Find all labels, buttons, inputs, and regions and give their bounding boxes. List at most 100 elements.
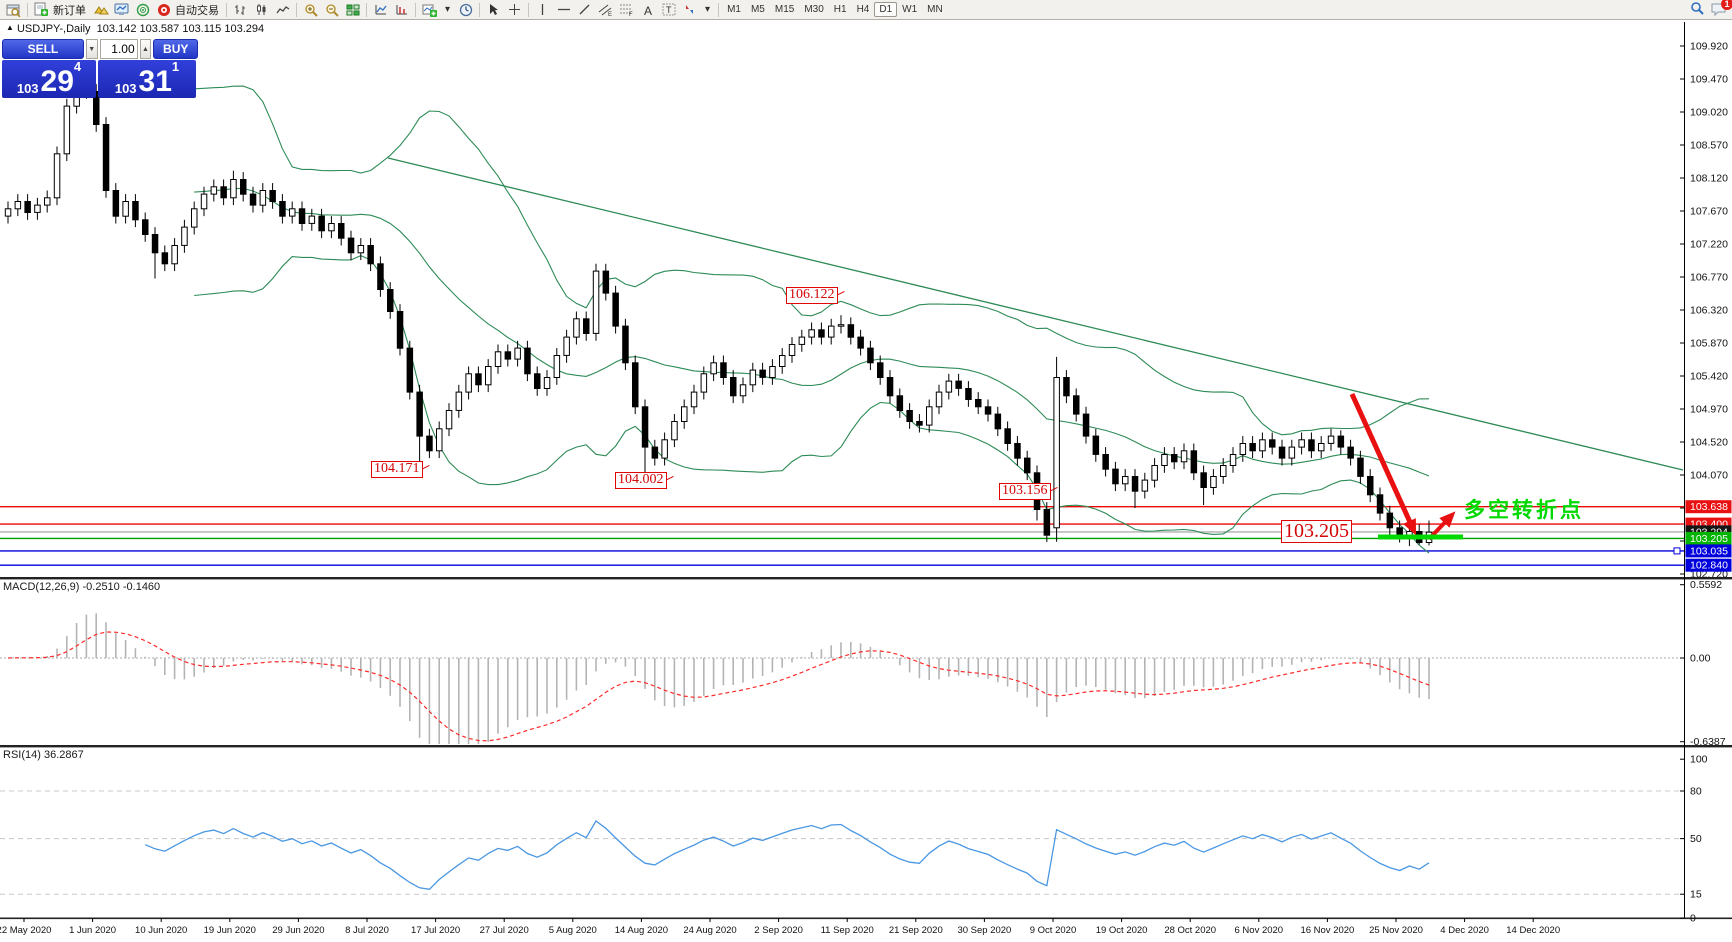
text-icon[interactable]: A (637, 1, 658, 18)
buy-price-main: 31 (138, 65, 172, 98)
svg-text:8 Jul 2020: 8 Jul 2020 (345, 925, 389, 936)
svg-text:25 Nov 2020: 25 Nov 2020 (1369, 925, 1423, 936)
price-flag[interactable]: 104.002 (615, 472, 667, 489)
svg-text:T: T (666, 5, 672, 15)
svg-text:108.120: 108.120 (1690, 173, 1728, 185)
buy-price-pip: 1 (171, 59, 180, 74)
timeframe-m1[interactable]: M1 (727, 4, 741, 15)
vertical-line-icon[interactable] (532, 1, 553, 18)
timeframe-m15[interactable]: M15 (774, 4, 795, 15)
chart-region[interactable]: 109.920 109.470 109.020 108.570 108.120 107.6… (0, 20, 1732, 942)
price-flag[interactable]: 106.122 (786, 287, 838, 304)
indicators-list-icon[interactable] (370, 1, 391, 18)
clock-icon[interactable] (455, 1, 476, 18)
svg-text:0.5592: 0.5592 (1690, 579, 1722, 591)
arrows-tool-icon[interactable] (679, 1, 700, 18)
sell-button[interactable]: SELL (2, 39, 84, 59)
periods-icon[interactable] (391, 1, 412, 18)
svg-text:107.670: 107.670 (1690, 206, 1728, 218)
timeframe-h4[interactable]: H4 (856, 4, 870, 15)
add-indicator-icon[interactable] (419, 1, 440, 18)
timeframe-m30[interactable]: M30 (804, 4, 824, 15)
terminal-icon[interactable] (111, 1, 132, 18)
equidistant-channel-icon[interactable]: E (595, 1, 616, 18)
price-axis[interactable]: 109.920 109.470 109.020 108.570 108.120 107.6… (1680, 41, 1732, 581)
ohlc-close: 103.294 (224, 23, 265, 35)
svg-text:11 Sep 2020: 11 Sep 2020 (821, 925, 874, 936)
sell-price-display[interactable]: 103 29 4 (2, 60, 96, 98)
svg-text:F: F (629, 12, 633, 16)
svg-text:24 Aug 2020: 24 Aug 2020 (683, 925, 736, 936)
fibonacci-icon[interactable]: F (616, 1, 637, 18)
sell-price-main: 29 (40, 65, 74, 98)
descending-trendline[interactable] (387, 157, 1684, 471)
zoom-out-icon[interactable] (321, 1, 342, 18)
macd-axis[interactable]: 0.5592 0.00 -0.6387 (1680, 579, 1726, 748)
svg-text:109.920: 109.920 (1690, 41, 1728, 53)
candlestick-chart-icon[interactable] (251, 1, 272, 18)
svg-text:100: 100 (1690, 754, 1708, 766)
volume-decrease-button[interactable]: ▼ (85, 39, 98, 59)
svg-text:19 Oct 2020: 19 Oct 2020 (1096, 925, 1148, 936)
cursor-icon[interactable] (483, 1, 504, 18)
price-flag[interactable]: 104.171 (371, 461, 423, 478)
trendline-icon[interactable] (574, 1, 595, 18)
zoom-in-icon[interactable] (300, 1, 321, 18)
svg-text:15: 15 (1690, 889, 1702, 901)
bar-chart-icon[interactable] (230, 1, 251, 18)
svg-text:108.570: 108.570 (1690, 140, 1728, 152)
volume-input[interactable] (99, 39, 138, 59)
turning-point-annotation[interactable]: 多空转折点 (1464, 498, 1584, 522)
data-window-icon[interactable] (3, 1, 24, 18)
price-flag[interactable]: 103.205 (1281, 520, 1352, 543)
horizontal-line-icon[interactable] (553, 1, 574, 18)
panel-separators[interactable] (0, 22, 1732, 920)
editor-icon[interactable] (90, 1, 111, 18)
horizontal-lines[interactable] (0, 506, 1684, 566)
toolbar-separator (226, 2, 227, 17)
buy-price-display[interactable]: 103 31 1 (98, 60, 196, 98)
timeframe-mn[interactable]: MN (927, 4, 943, 15)
toolbar-separator (415, 2, 416, 17)
svg-text:5 Aug 2020: 5 Aug 2020 (549, 925, 597, 936)
chart-canvas[interactable]: 109.920 109.470 109.020 108.570 108.120 107.6… (0, 20, 1732, 942)
ohlc-open: 103.142 (96, 23, 137, 35)
autotrading-button[interactable]: 自动交易 (175, 4, 219, 17)
volume-increase-button[interactable]: ▲ (139, 39, 152, 59)
sell-price-pip: 4 (73, 59, 82, 74)
search-icon[interactable] (1690, 1, 1705, 21)
dropdown-caret-icon[interactable]: ▾ (705, 4, 711, 15)
timeframe-w1[interactable]: W1 (902, 4, 918, 15)
autotrading-icon[interactable] (153, 1, 174, 18)
timeframe-h1[interactable]: H1 (833, 4, 847, 15)
svg-text:1 Jun 2020: 1 Jun 2020 (69, 925, 116, 936)
new-order-button[interactable]: 新订单 (53, 4, 86, 17)
rsi-axis[interactable]: 100 80 50 15 0 (1680, 754, 1708, 925)
candlestick-series (4, 65, 1433, 547)
svg-text:104.970: 104.970 (1690, 404, 1728, 416)
timeframe-d1[interactable]: D1 (874, 2, 898, 17)
text-label-icon[interactable]: T (658, 1, 679, 18)
line-chart-icon[interactable] (272, 1, 293, 18)
buy-button[interactable]: BUY (153, 39, 198, 59)
svg-text:50: 50 (1690, 833, 1702, 845)
line-handle[interactable] (1673, 547, 1681, 555)
strategy-tester-icon[interactable] (132, 1, 153, 18)
svg-text:22 May 2020: 22 May 2020 (0, 925, 51, 936)
tile-windows-icon[interactable] (342, 1, 363, 18)
flag-tails (421, 290, 1058, 492)
crosshair-icon[interactable] (504, 1, 525, 18)
svg-text:A: A (644, 4, 652, 16)
new-order-icon[interactable] (31, 1, 52, 18)
price-flag[interactable]: 103.156 (999, 483, 1051, 500)
svg-text:14 Dec 2020: 14 Dec 2020 (1506, 925, 1560, 936)
toolbar-separator (366, 2, 367, 17)
timeframe-m5[interactable]: M5 (750, 4, 765, 15)
svg-text:104.520: 104.520 (1690, 437, 1728, 449)
collapse-icon[interactable]: ▲ (6, 23, 14, 32)
svg-text:0.00: 0.00 (1690, 653, 1711, 665)
date-axis[interactable]: 22 May 2020 1 Jun 2020 10 Jun 2020 19 Jun 2… (0, 918, 1560, 936)
dropdown-caret-icon[interactable]: ▾ (445, 4, 451, 15)
notifications-icon[interactable]: 1 (1711, 0, 1732, 21)
